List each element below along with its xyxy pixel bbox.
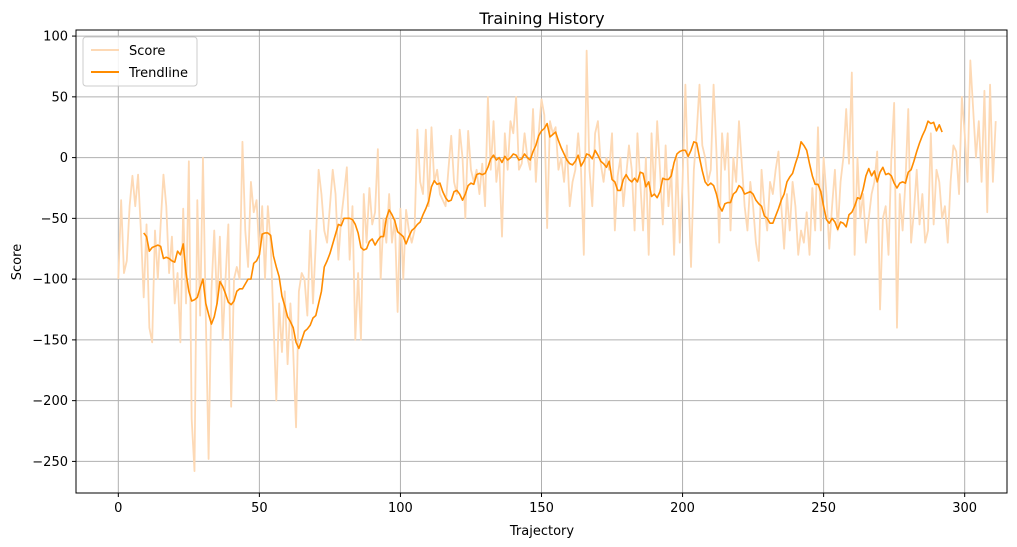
x-axis-ticks: 0 50 100 150 200 250 300 [114,493,977,516]
x-tick-label: 200 [670,501,695,516]
legend-label-score: Score [129,44,165,59]
y-tick-label: −100 [32,273,68,288]
x-tick-label: 300 [952,501,977,516]
series-line-trendline [143,120,943,350]
y-tick-label: −50 [41,212,68,227]
legend-label-trendline: Trendline [128,66,188,81]
y-axis-ticks: −250 −200 −150 −100 −50 0 50 100 [32,30,76,470]
x-tick-label: 50 [251,501,268,516]
y-tick-label: −200 [32,394,68,409]
y-tick-label: −150 [32,333,68,348]
y-tick-label: 100 [43,30,68,45]
chart-title: Training History [478,9,604,28]
x-tick-label: 100 [388,501,413,516]
y-tick-label: 0 [60,151,68,166]
y-axis-label: Score [10,244,25,280]
x-axis-label: Trajectory [509,524,574,539]
plot-lines [117,49,997,473]
legend: Score Trendline [82,36,198,87]
y-tick-label: 50 [51,90,68,105]
x-tick-label: 0 [114,501,122,516]
x-tick-label: 150 [529,501,554,516]
series-line-score [117,49,997,473]
x-tick-label: 250 [811,501,836,516]
y-tick-label: −250 [32,455,68,470]
